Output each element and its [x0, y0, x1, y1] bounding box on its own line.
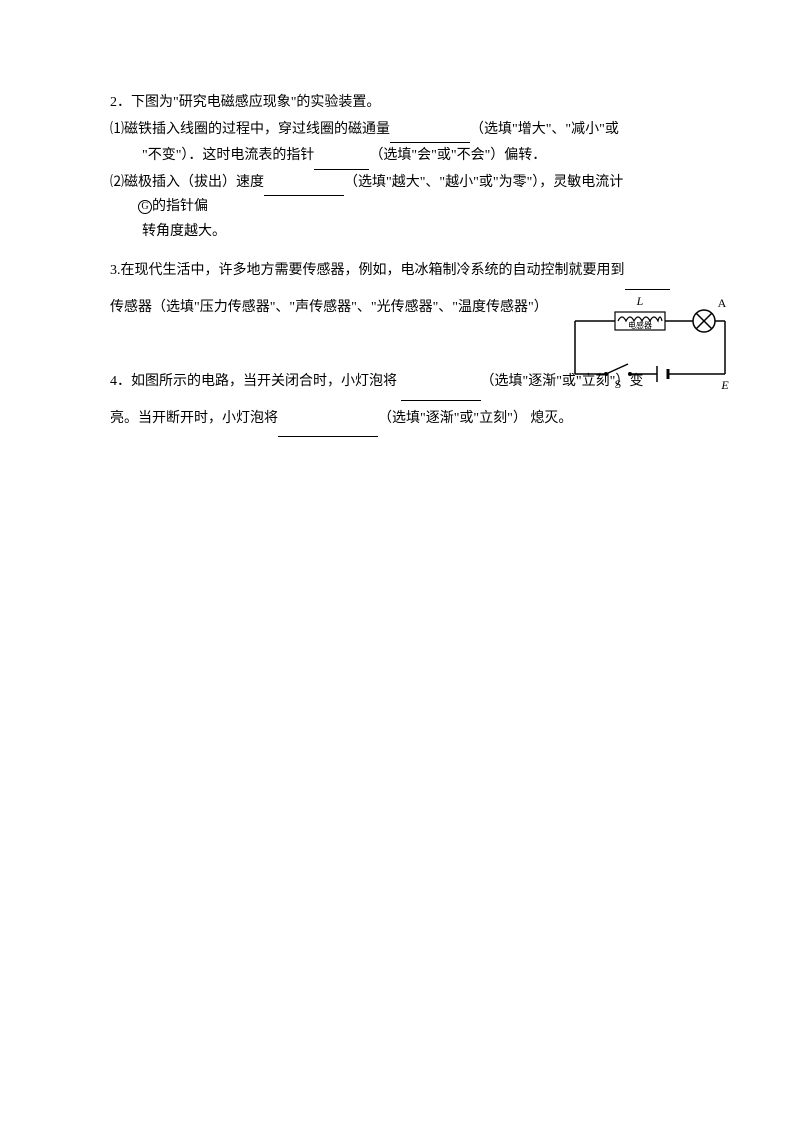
q2-part2-text1: 磁极插入（拔出）速度: [124, 175, 264, 190]
q2-part2-line3-text: 转角度越大。: [142, 224, 226, 239]
galvanometer-symbol: G: [138, 200, 152, 214]
q3-text1: 在现代生活中，许多地方需要传感器，例如，电冰箱制冷系统的自动控制就要用到: [121, 263, 625, 278]
q2-intro: 下图为"研究电磁感应现象"的实验装置。: [131, 95, 380, 110]
blank-field: [390, 128, 470, 143]
q4-number: 4．: [110, 374, 131, 389]
q2-part1-label: ⑴: [110, 122, 124, 137]
circuit-svg: L 电感器 A S E: [560, 296, 745, 391]
q2-number: 2．: [110, 95, 131, 110]
q4-text3: 亮。当开断开时，小灯泡将: [110, 411, 278, 426]
q2-part1-line2: "不变"）．这时电流表的指针 （选填"会"或"不会"）偏转．: [110, 143, 700, 170]
blank-field: [278, 422, 378, 437]
q2-part2-line1: ⑵磁极插入（拔出）速度 （选填"越大"、"越小"或"为零"），灵敏电流计: [110, 170, 700, 197]
label-E: E: [720, 378, 729, 391]
label-inductor: 电感器: [628, 320, 652, 330]
blank-field: [264, 181, 344, 196]
q3-line1: 3.在现代生活中，许多地方需要传感器，例如，电冰箱制冷系统的自动控制就要用到: [110, 253, 700, 289]
q2-part2-text2: （选填"越大"、"越小"或"为零"），灵敏电流计: [344, 175, 623, 190]
blank-field: [401, 385, 481, 400]
label-S: S: [615, 377, 622, 391]
q2-part1-line2a: "不变"）．这时电流表的指针: [142, 148, 314, 163]
q2-part2-label: ⑵: [110, 175, 124, 190]
q2-intro-line: 2．下图为"研究电磁感应现象"的实验装置。: [110, 90, 700, 117]
q4-line2: 亮。当开断开时，小灯泡将 （选填"逐渐"或"立刻"） 熄灭。: [110, 401, 700, 437]
question-2: 2．下图为"研究电磁感应现象"的实验装置。 ⑴磁铁插入线圈的过程中，穿过线圈的磁…: [110, 90, 700, 245]
q3-number: 3.: [110, 263, 121, 278]
q2-part2-line2-text: 的指针偏: [152, 199, 208, 214]
q2-part1-line2b: （选填"会"或"不会"）偏转．: [369, 148, 546, 163]
blank-field: [625, 274, 670, 289]
q3-text2: 传感器（选填"压力传感器"、"声传感器"、"光传感器"、"温度传感器"）: [110, 300, 548, 315]
q2-part2-line3: 转角度越大。: [110, 219, 700, 246]
q4-text1: 如图所示的电路，当开关闭合时，小灯泡将: [131, 374, 401, 389]
q2-part1-text2: （选填"增大"、"减小"或: [470, 122, 619, 137]
q2-part1-text1: 磁铁插入线圈的过程中，穿过线圈的磁通量: [124, 122, 390, 137]
blank-field: [314, 154, 369, 169]
label-L: L: [636, 296, 644, 308]
q2-part2-line2: G的指针偏: [110, 196, 700, 218]
q2-part1-line1: ⑴磁铁插入线圈的过程中，穿过线圈的磁通量 （选填"增大"、"减小"或: [110, 117, 700, 144]
circuit-diagram: L 电感器 A S E: [560, 296, 745, 391]
label-A: A: [718, 296, 727, 310]
q4-text4: （选填"逐渐"或"立刻"） 熄灭。: [378, 411, 572, 426]
